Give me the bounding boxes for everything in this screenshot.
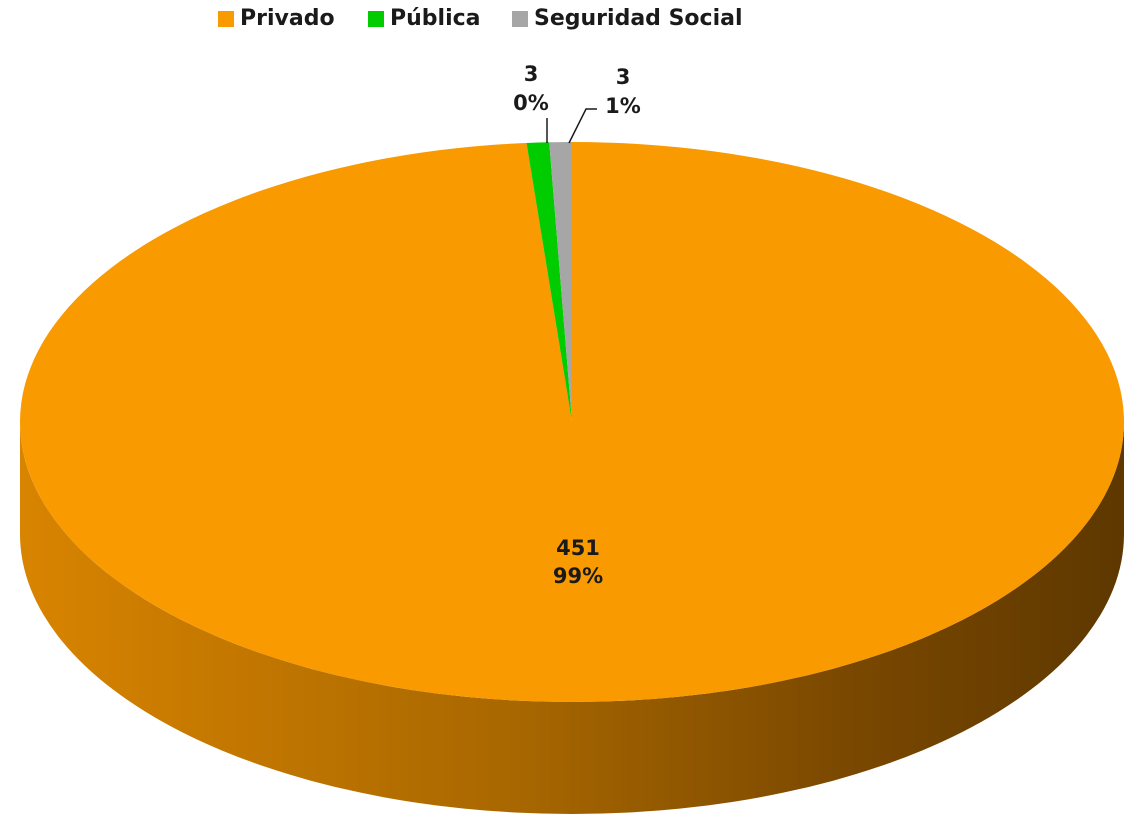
leader-line-seguridad-social [568, 108, 597, 144]
pie-side-wall [20, 422, 1124, 814]
data-label-publica-value: 3 [524, 62, 539, 86]
legend-swatch-privado [218, 10, 234, 27]
legend-label-publica: Pública [390, 6, 481, 31]
data-label-seguridad-social-value: 3 [616, 65, 631, 89]
data-label-publica-percent: 0% [513, 91, 549, 115]
pie-slices [20, 142, 1125, 702]
legend-item-publica: Pública [368, 6, 481, 31]
pie-slice-seguridad-social [549, 142, 572, 422]
legend-swatch-publica [368, 10, 384, 27]
data-label-seguridad-social-percent: 1% [605, 94, 641, 118]
pie-labels: 451 99% 3 0% 3 1% [513, 62, 641, 588]
chart-legend: Privado Pública Seguridad Social [0, 6, 1125, 36]
legend-label-seguridad-social: Seguridad Social [534, 6, 743, 31]
data-label-privado-value: 451 [556, 536, 600, 560]
pie-slice-privado [20, 142, 1125, 702]
legend-item-privado: Privado [218, 6, 335, 31]
data-label-privado-percent: 99% [553, 564, 603, 588]
pie-slice-publica [526, 142, 572, 422]
legend-swatch-seguridad-social [512, 10, 528, 27]
legend-item-seguridad-social: Seguridad Social [512, 6, 743, 31]
legend-label-privado: Privado [240, 6, 335, 31]
